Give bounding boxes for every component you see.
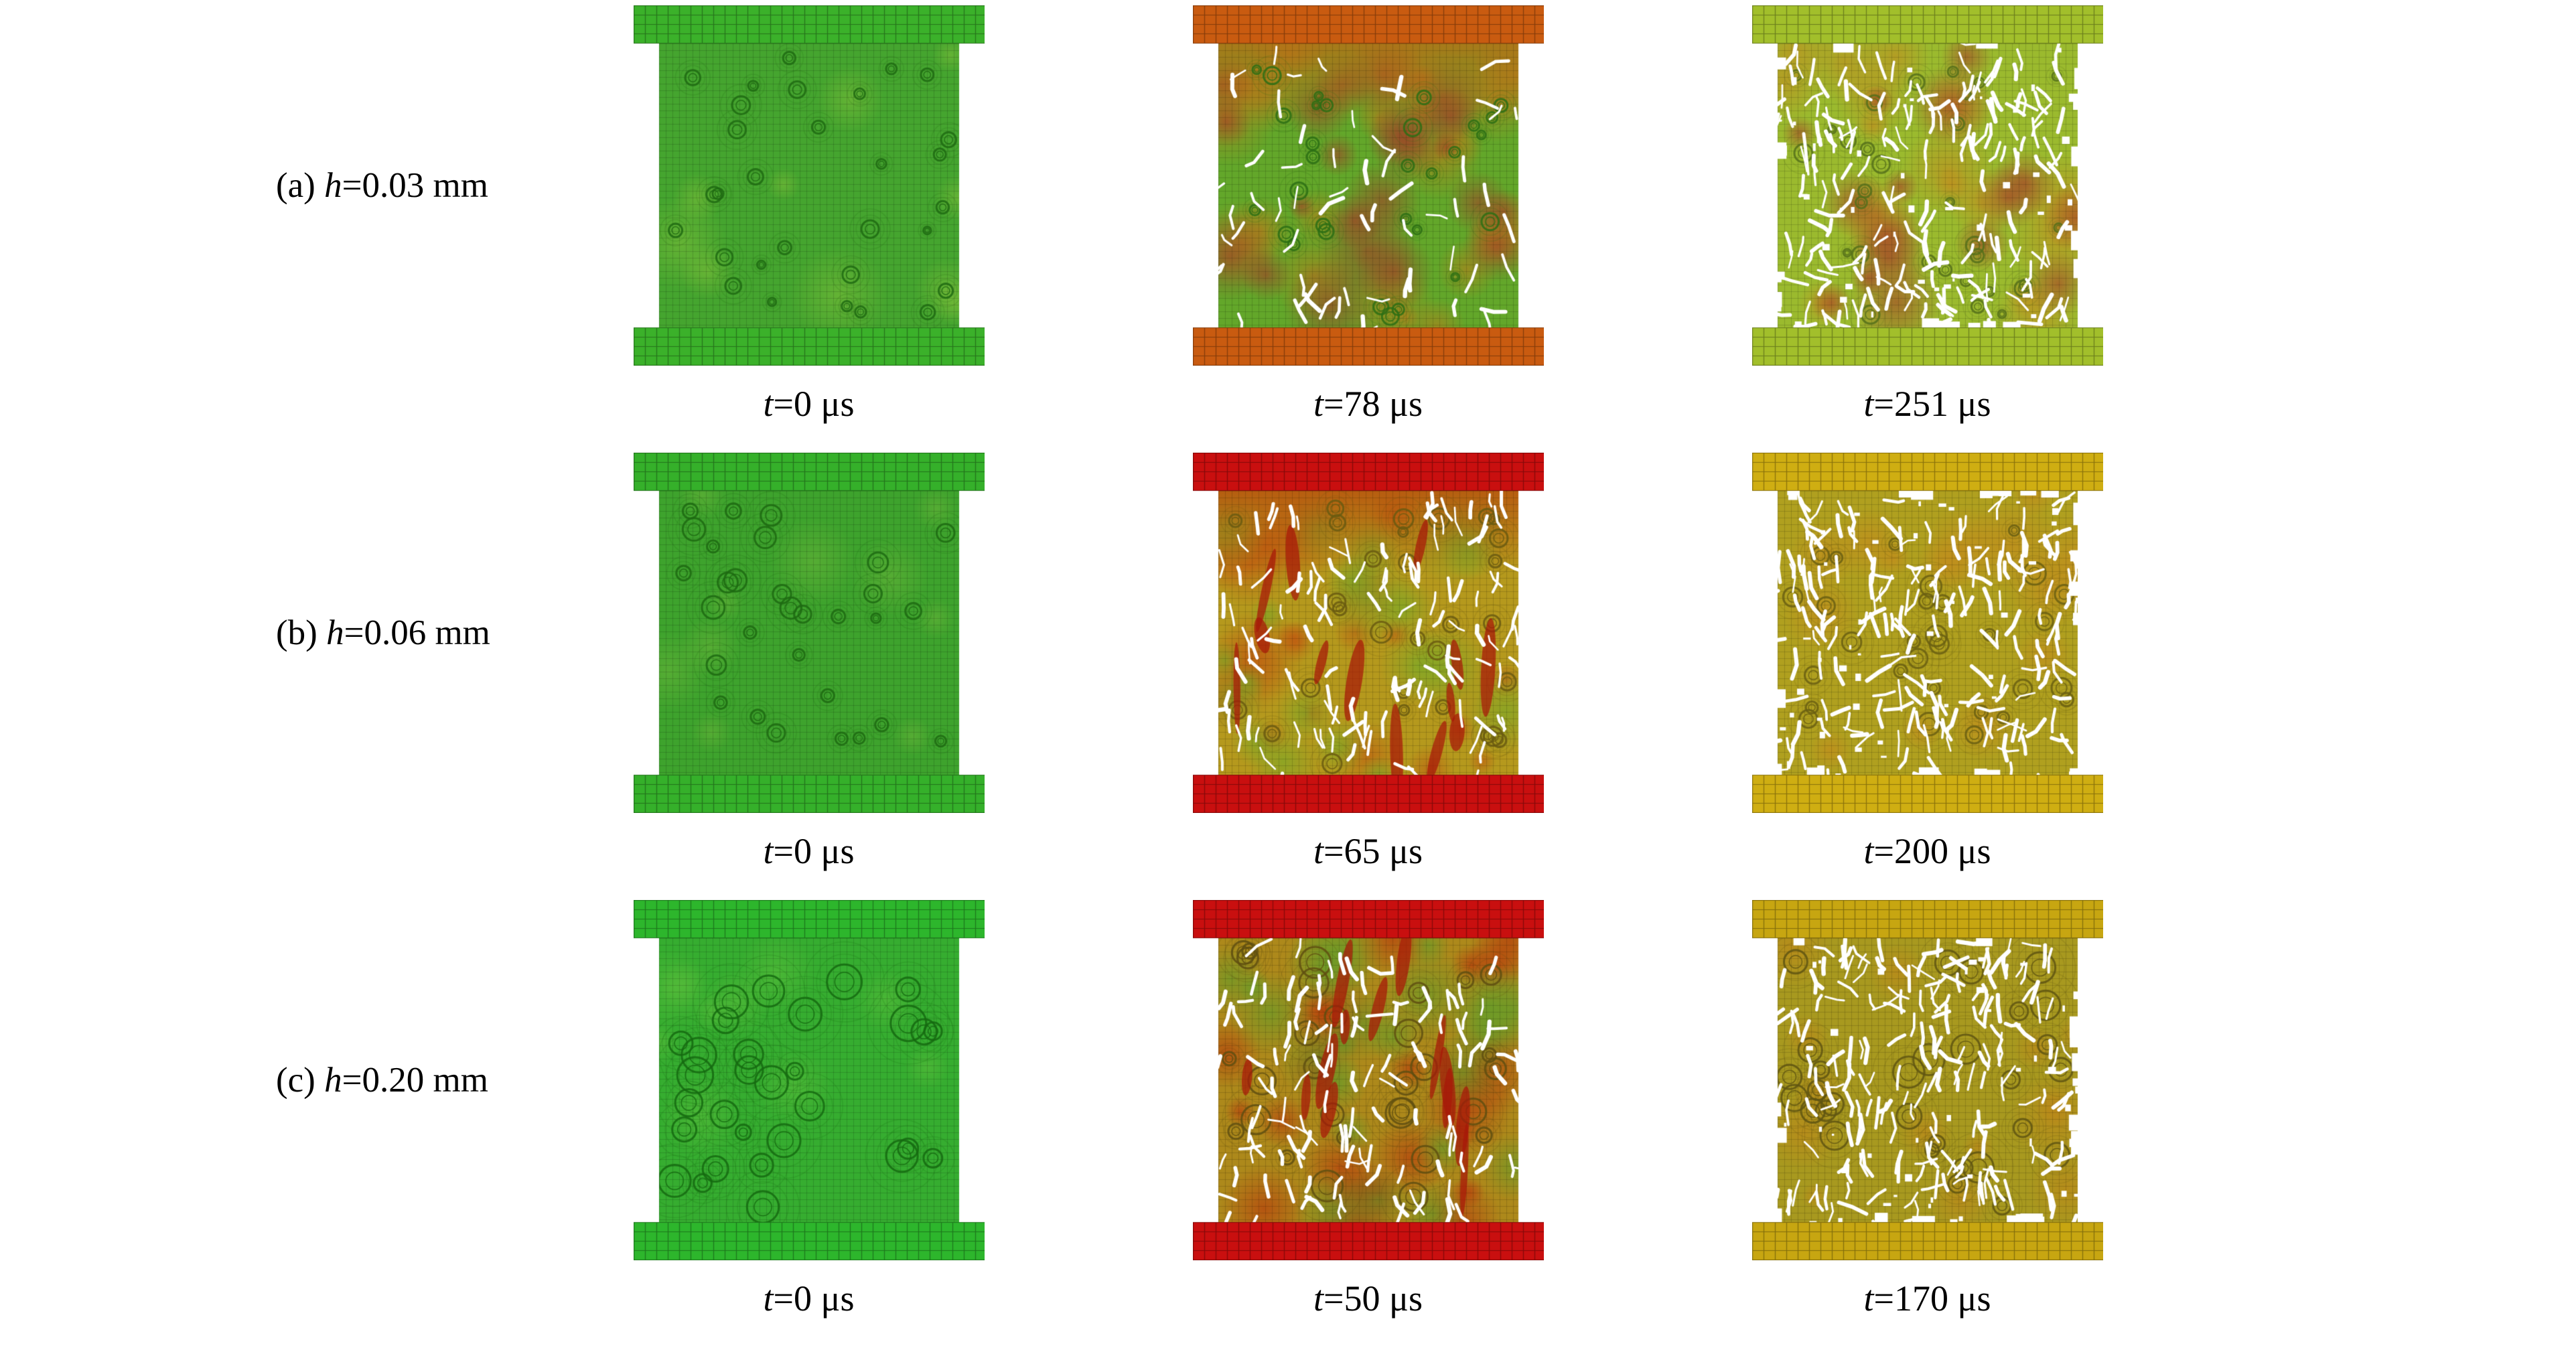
figure-cell: t=0 μs — [529, 900, 1088, 1347]
figure-cell: t=50 μs — [1088, 900, 1648, 1347]
figure-cell: t=78 μs — [1088, 5, 1648, 453]
time-caption: t=170 μs — [1864, 1278, 1991, 1319]
caption-value: =170 μs — [1873, 1278, 1991, 1319]
caption-value: =251 μs — [1873, 384, 1991, 424]
time-caption: t=0 μs — [764, 383, 855, 425]
row-label: (b) h=0.06 mm — [276, 613, 490, 653]
specimen-canvas — [633, 900, 985, 1260]
specimen-canvas — [1192, 5, 1544, 366]
row-label-prefix: (a) — [276, 166, 325, 205]
caption-value: =0 μs — [773, 384, 855, 424]
caption-value: =200 μs — [1873, 831, 1991, 871]
row-label-variable: h — [324, 1061, 342, 1100]
row-label-cell: (c) h=0.20 mm — [0, 900, 529, 1260]
caption-variable: t — [763, 384, 774, 424]
specimen-canvas — [633, 453, 985, 813]
specimen-canvas — [1192, 900, 1544, 1260]
row-label-prefix: (b) — [276, 613, 327, 652]
figure-cell: t=0 μs — [529, 5, 1088, 453]
specimen-canvas — [1751, 5, 2103, 366]
caption-value: =0 μs — [773, 831, 855, 871]
time-caption: t=251 μs — [1864, 383, 1991, 425]
row-label-variable: h — [326, 613, 344, 652]
time-caption: t=50 μs — [1313, 1278, 1423, 1319]
figure-cell: t=200 μs — [1648, 453, 2207, 900]
figure-cell: t=170 μs — [1648, 900, 2207, 1347]
specimen-canvas — [1751, 900, 2103, 1260]
row-label-value: =0.20 mm — [342, 1061, 488, 1100]
caption-value: =78 μs — [1323, 384, 1423, 424]
caption-variable: t — [1313, 384, 1324, 424]
specimen-canvas — [633, 5, 985, 366]
caption-value: =0 μs — [773, 1278, 855, 1319]
time-caption: t=78 μs — [1313, 383, 1423, 425]
row-label: (a) h=0.03 mm — [276, 165, 488, 206]
caption-variable: t — [1863, 1278, 1874, 1319]
caption-variable: t — [1863, 384, 1874, 424]
row-label-cell: (b) h=0.06 mm — [0, 453, 529, 813]
caption-variable: t — [1863, 831, 1874, 871]
time-caption: t=200 μs — [1864, 830, 1991, 872]
caption-variable: t — [763, 831, 774, 871]
figure-cell: t=251 μs — [1648, 5, 2207, 453]
row-label-variable: h — [324, 166, 342, 205]
specimen-canvas — [1192, 453, 1544, 813]
row-label: (c) h=0.20 mm — [276, 1060, 488, 1100]
figure-cell: t=65 μs — [1088, 453, 1648, 900]
caption-variable: t — [1313, 1278, 1324, 1319]
row-label-cell: (a) h=0.03 mm — [0, 5, 529, 366]
figure-cell: t=0 μs — [529, 453, 1088, 900]
specimen-canvas — [1751, 453, 2103, 813]
caption-variable: t — [1313, 831, 1324, 871]
time-caption: t=0 μs — [764, 830, 855, 872]
row-label-value: =0.03 mm — [342, 166, 488, 205]
time-caption: t=0 μs — [764, 1278, 855, 1319]
time-caption: t=65 μs — [1313, 830, 1423, 872]
row-label-value: =0.06 mm — [344, 613, 490, 652]
row-label-prefix: (c) — [276, 1061, 325, 1100]
caption-value: =65 μs — [1323, 831, 1423, 871]
caption-value: =50 μs — [1323, 1278, 1423, 1319]
caption-variable: t — [763, 1278, 774, 1319]
